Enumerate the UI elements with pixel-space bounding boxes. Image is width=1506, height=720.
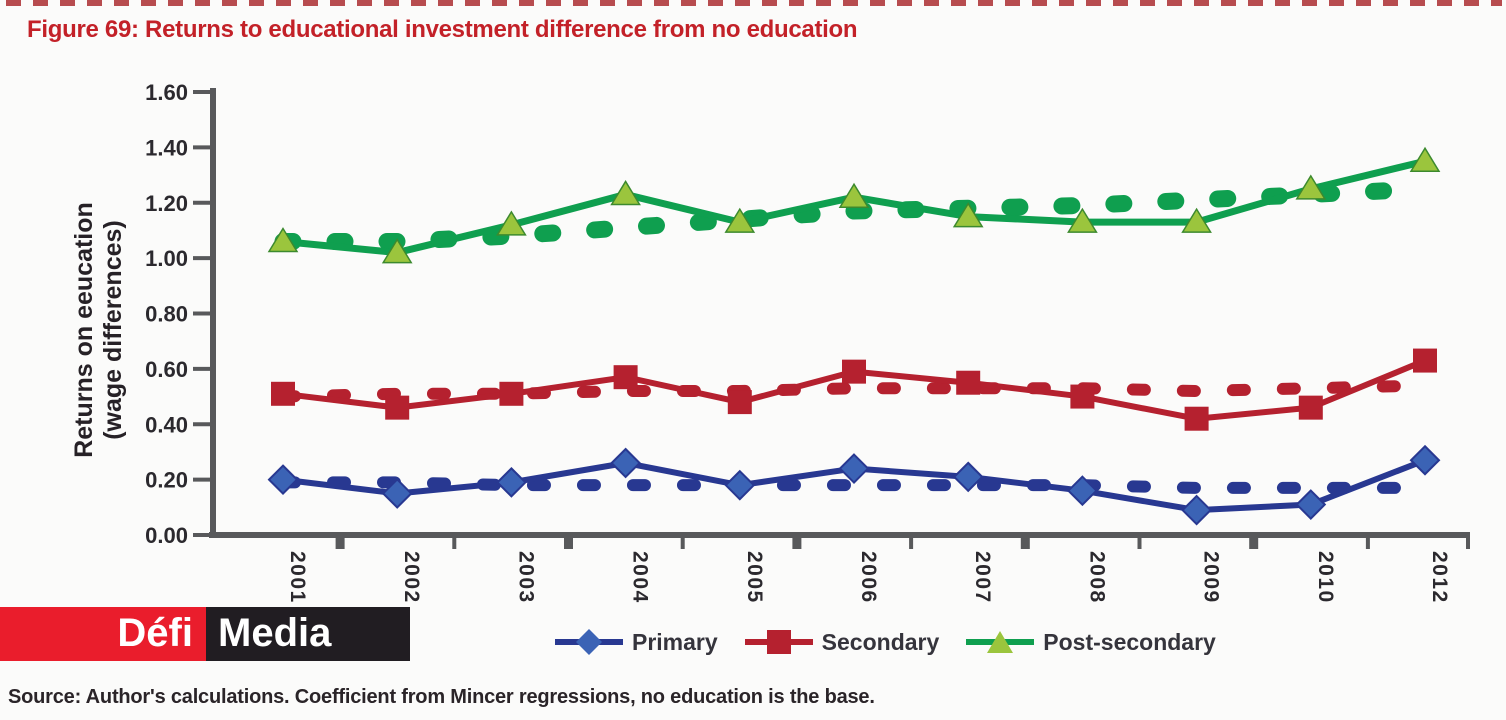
primary-trend-line <box>277 476 1431 494</box>
primary-marker <box>838 453 870 484</box>
x-tick-label: 2005 <box>743 551 766 604</box>
y-tick-label: 0.80 <box>145 302 188 327</box>
x-tick-label: 2007 <box>971 551 994 604</box>
secondary-marker <box>727 390 752 415</box>
primary-marker <box>1181 494 1213 526</box>
legend-label-post-secondary: Post-secondary <box>1043 628 1216 655</box>
secondary-marker <box>499 381 524 406</box>
chart-legend: Primary Secondary Post-secondary <box>552 627 1216 657</box>
y-tick-label: 0.60 <box>145 357 188 382</box>
x-tick-label: 2004 <box>629 551 652 604</box>
y-tick-label: 0.40 <box>145 412 188 437</box>
primary-marker <box>267 464 299 496</box>
post-secondary-marker <box>838 182 870 208</box>
secondary-marker <box>1184 406 1209 431</box>
secondary-square-icon <box>744 630 813 654</box>
post-secondary-marker <box>724 207 756 233</box>
y-tick-label: 0.20 <box>145 468 188 493</box>
primary-marker <box>495 466 527 498</box>
primary-marker <box>724 469 756 501</box>
post-secondary-marker <box>381 238 413 264</box>
primary-diamond-icon <box>555 629 623 655</box>
primary-marker <box>952 461 984 493</box>
primary-marker <box>1409 444 1441 476</box>
primary-marker <box>1295 489 1327 520</box>
post-secondary-triangle-icon <box>966 631 1035 653</box>
y-tick-label: 1.00 <box>145 246 188 271</box>
y-tick-label: 1.20 <box>145 191 188 216</box>
post-secondary-trend-line <box>274 180 1434 251</box>
logo-defi-block: Défi <box>0 607 206 661</box>
post-secondary-marker <box>1067 207 1098 233</box>
x-tick-label: 2009 <box>1200 551 1223 604</box>
legend-item-primary: Primary <box>552 627 718 657</box>
secondary-marker <box>613 365 638 390</box>
y-tick-label: 1.40 <box>145 135 188 160</box>
x-tick-label: 2003 <box>514 551 537 604</box>
legend-item-secondary: Secondary <box>742 627 940 657</box>
source-note: Source: Author's calculations. Coefficie… <box>8 686 875 708</box>
defi-media-logo: Défi Media <box>0 607 410 661</box>
secondary-marker <box>271 381 295 406</box>
post-secondary-marker <box>1295 174 1327 200</box>
primary-marker <box>1066 475 1098 507</box>
secondary-marker <box>956 370 981 395</box>
post-secondary-marker <box>496 210 527 236</box>
secondary-marker <box>385 395 410 420</box>
post-secondary-marker <box>952 202 984 228</box>
figure-title: Figure 69: Returns to educational invest… <box>27 16 858 43</box>
y-tick-label: 1.60 <box>145 80 188 105</box>
post-secondary-marker <box>610 180 641 206</box>
primary-marker <box>610 447 642 479</box>
logo-media-text: Media <box>218 611 332 655</box>
x-tick-label: 2001 <box>286 551 309 604</box>
y-tick-label: 0.00 <box>145 523 188 548</box>
page-top-scan-artifact <box>6 0 1502 6</box>
secondary-marker <box>1298 395 1323 420</box>
post-secondary-marker <box>1181 207 1212 233</box>
x-tick-label: 2006 <box>857 551 880 604</box>
secondary-marker <box>1413 348 1437 373</box>
secondary-marker <box>1070 384 1095 409</box>
post-secondary-marker <box>1409 146 1441 172</box>
secondary-trend-line <box>277 379 1431 403</box>
x-tick-label: 2010 <box>1314 551 1337 604</box>
post-secondary-marker <box>267 227 299 253</box>
legend-label-secondary: Secondary <box>821 628 940 655</box>
logo-defi-text: Défi <box>117 611 193 655</box>
secondary-marker <box>842 359 866 384</box>
logo-media-block: Media <box>206 607 410 661</box>
primary-marker <box>381 478 413 509</box>
legend-label-primary: Primary <box>632 628 718 655</box>
x-tick-label: 2008 <box>1085 551 1108 604</box>
x-tick-label: 2002 <box>400 551 423 604</box>
x-tick-label: 2012 <box>1428 551 1451 604</box>
legend-item-post-secondary: Post-secondary <box>963 627 1216 657</box>
